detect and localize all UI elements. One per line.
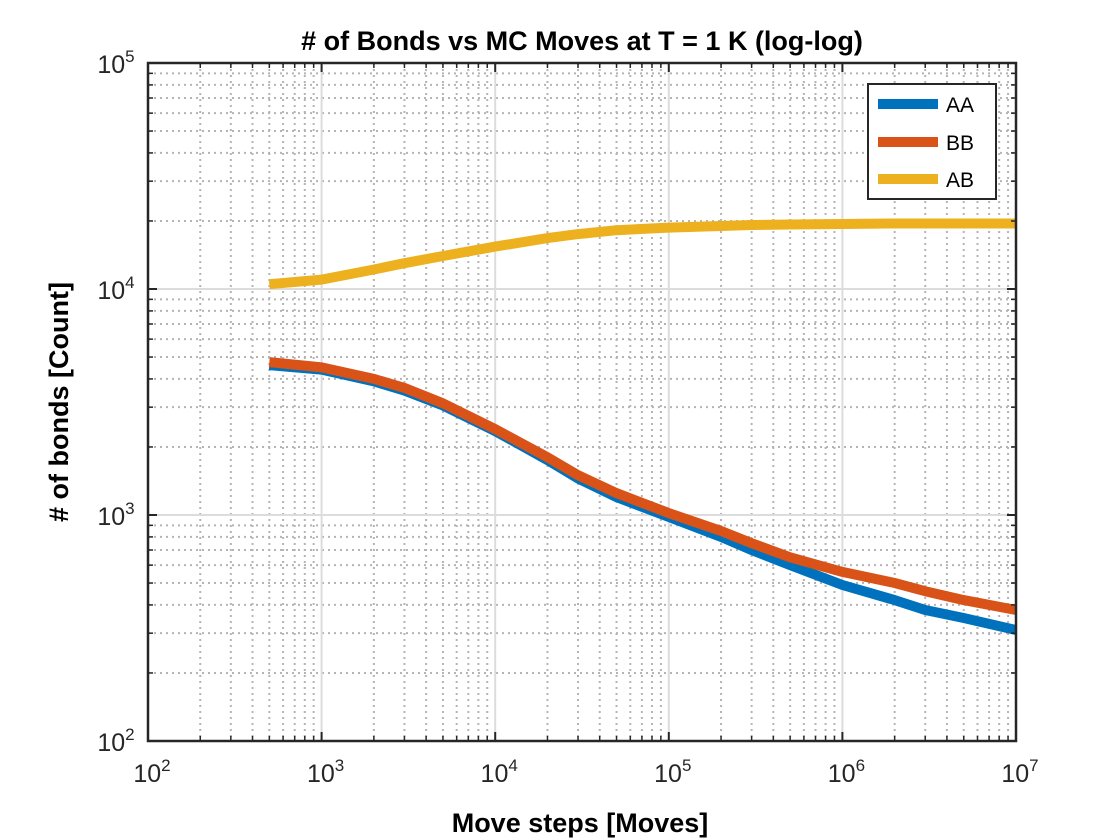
x-tick-label: 103: [307, 756, 344, 788]
y-tick-label: 102: [97, 725, 134, 757]
chart-title: # of Bonds vs MC Moves at T = 1 K (log-l…: [301, 26, 863, 56]
x-tick-label: 107: [1001, 756, 1038, 788]
x-tick-label: 105: [654, 756, 691, 788]
y-tick-label: 103: [97, 499, 134, 531]
x-tick-labels: 102 103 104 105 106 107: [133, 756, 1038, 788]
y-tick-label: 105: [97, 47, 134, 79]
y-tick-label: 104: [97, 273, 134, 305]
x-axis-label: Move steps [Moves]: [452, 808, 709, 838]
legend-label-ab: AB: [946, 169, 974, 192]
y-tick-labels: 102 103 104 105: [97, 47, 134, 757]
legend-label-bb: BB: [946, 132, 974, 155]
x-tick-label: 102: [133, 756, 170, 788]
legend-label-aa: AA: [946, 94, 974, 117]
x-tick-label: 104: [481, 756, 518, 788]
y-axis-label: # of bonds [Count]: [44, 282, 74, 522]
x-tick-label: 106: [828, 756, 865, 788]
legend: AA BB AB: [868, 84, 996, 199]
